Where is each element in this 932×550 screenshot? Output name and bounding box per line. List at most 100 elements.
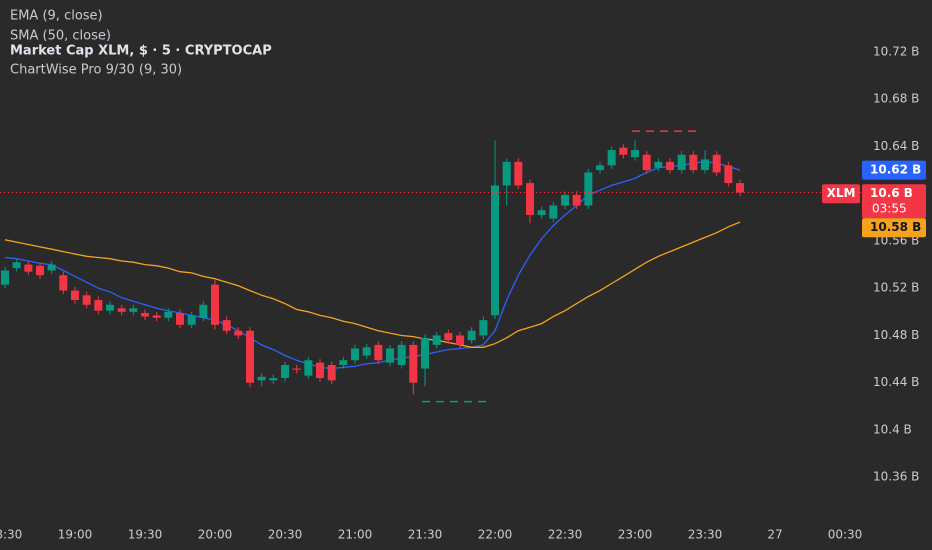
x-tick-label: 21:30 — [408, 528, 443, 542]
candle-body — [257, 376, 266, 381]
candle-body — [234, 330, 243, 336]
candle-body — [129, 308, 138, 312]
candle-body — [141, 313, 150, 317]
candle-body — [281, 364, 290, 378]
countdown: 03:55 — [872, 202, 907, 216]
candle-body — [164, 311, 173, 318]
price-tag-label: 10.62 B — [870, 163, 921, 177]
candle-body — [59, 275, 68, 291]
symbol-tag-label: XLM — [827, 186, 856, 200]
candle-body — [316, 362, 325, 378]
candle-body — [619, 147, 628, 155]
candle-body — [12, 262, 21, 269]
candle-body — [199, 304, 208, 318]
price-tag-label: 10.58 B — [870, 220, 921, 234]
candle-body — [537, 210, 546, 215]
legend-entry: SMA (50, close) — [10, 29, 111, 44]
legend: EMA (9, close) SMA (50, close) Market Ca… — [0, 9, 926, 238]
candle-body — [36, 265, 45, 276]
candle-body — [432, 335, 441, 345]
indicator-line — [4, 161, 741, 370]
x-tick-label: 19:30 — [128, 528, 163, 542]
candle-body — [94, 300, 103, 311]
x-tick-label: 19:00 — [58, 528, 93, 542]
x-tick-label: 20:30 — [268, 528, 303, 542]
candle-body — [421, 337, 430, 369]
candle-body — [724, 165, 733, 184]
candle-body — [152, 315, 161, 318]
price-tag — [862, 160, 926, 180]
candle-body — [339, 360, 348, 365]
x-tick-label: 21:00 — [338, 528, 373, 542]
candle-body — [24, 264, 33, 272]
y-tick-label: 10.44 B — [873, 375, 919, 389]
candle-body — [304, 360, 313, 376]
x-tick-label: 27 — [767, 528, 782, 542]
candle-body — [712, 154, 721, 173]
candle-body — [269, 377, 278, 381]
x-tick-label: 22:00 — [478, 528, 513, 542]
candle-body — [666, 161, 675, 171]
symbol-tag — [822, 184, 860, 204]
candle-body — [456, 335, 465, 345]
y-tick-label: 10.68 B — [873, 92, 919, 106]
candle-body — [362, 347, 371, 356]
candle-body — [526, 183, 535, 215]
candle-body — [374, 344, 383, 361]
candle-body — [246, 330, 255, 383]
candle-body — [596, 165, 605, 171]
candle-body — [351, 348, 360, 361]
candle-body — [106, 304, 115, 311]
candle-body — [444, 333, 453, 341]
candle-body — [187, 315, 196, 325]
candle-body — [176, 313, 185, 325]
x-tick-label: 18:30 — [0, 528, 22, 542]
candle-body — [409, 344, 418, 383]
x-tick-label: 22:30 — [548, 528, 583, 542]
candle-body — [1, 270, 9, 285]
candle-body — [117, 308, 126, 312]
candle-body — [82, 295, 91, 305]
candle-body — [47, 264, 56, 271]
x-tick-label: 00:30 — [828, 528, 863, 542]
candle-body — [71, 290, 80, 301]
candle-body — [514, 161, 523, 186]
candle-body — [701, 159, 710, 171]
x-tick-label: 20:00 — [198, 528, 233, 542]
candle-body — [631, 150, 640, 158]
y-tick-label: 10.4 B — [873, 422, 912, 436]
candle-body — [736, 183, 745, 193]
legend-backdrop — [0, 41, 300, 60]
candle-body — [561, 194, 570, 206]
candle-body — [292, 368, 301, 370]
candle-body — [642, 154, 651, 171]
candle-body — [654, 161, 663, 168]
candle-body — [327, 364, 336, 381]
candle-body — [607, 150, 616, 166]
y-tick-label: 10.48 B — [873, 328, 919, 342]
y-tick-label: 10.72 B — [873, 44, 919, 58]
legend-entry: EMA (9, close) — [10, 9, 103, 24]
x-tick-label: 23:30 — [688, 528, 723, 542]
indicator-name: ChartWise Pro 9/30 (9, 30) — [10, 63, 182, 78]
candle-body — [549, 205, 558, 219]
candle-body — [572, 194, 581, 206]
price-tag — [862, 218, 926, 238]
candle-body — [677, 154, 686, 171]
y-tick-label: 10.64 B — [873, 139, 919, 153]
candle-body — [479, 320, 488, 336]
y-tick-label: 10.52 B — [873, 281, 919, 295]
candle-body — [502, 161, 511, 186]
plot-area: 10.36 B10.4 B10.44 B10.48 B10.52 B10.56 … — [0, 44, 919, 542]
candle-body — [397, 344, 406, 365]
candle-body — [584, 172, 593, 206]
candle-body — [491, 185, 500, 316]
x-tick-label: 23:00 — [618, 528, 653, 542]
candle-body — [386, 348, 395, 363]
indicator-line — [4, 221, 741, 348]
candle-body — [689, 154, 698, 171]
price-tag — [862, 184, 926, 219]
candle-body — [467, 330, 476, 341]
candle-body — [222, 320, 231, 331]
